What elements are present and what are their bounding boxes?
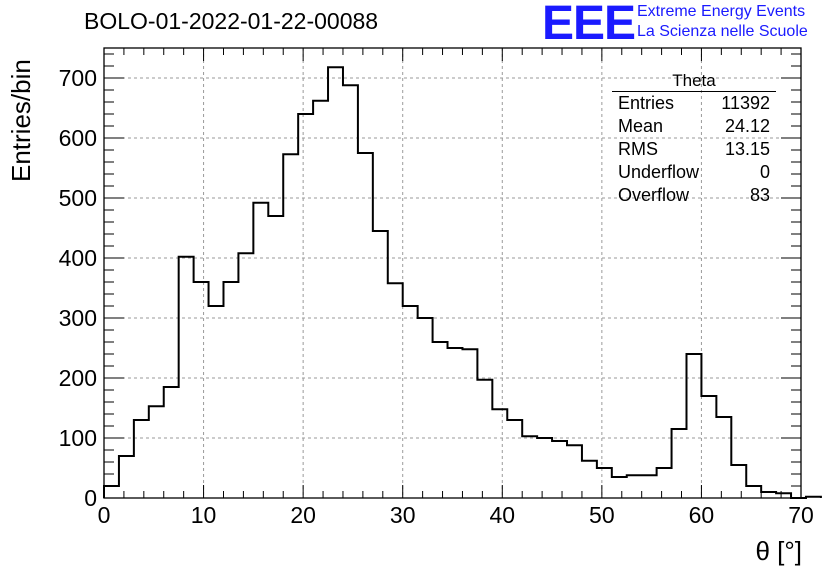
grid	[104, 48, 801, 498]
stats-label: Entries	[618, 93, 675, 113]
stats-row-overflow: Overflow 83	[618, 185, 770, 206]
stats-value: 83	[749, 185, 770, 205]
stats-row-entries: Entries 11392	[618, 93, 770, 114]
y-tick-label: 700	[59, 65, 97, 91]
stats-value: 13.15	[724, 139, 770, 159]
stats-label: Overflow	[618, 185, 690, 205]
logo-caption: Extreme Energy Events La Scienza nelle S…	[637, 2, 808, 42]
stats-row-underflow: Underflow 0	[618, 162, 770, 183]
x-tick-label: 30	[390, 502, 416, 528]
x-tick-label: 60	[689, 502, 715, 528]
stats-label: Underflow	[618, 162, 700, 182]
stats-label: RMS	[618, 139, 658, 159]
plot-frame	[103, 47, 802, 499]
y-tick-label: 600	[59, 125, 97, 151]
y-axis-label: Entries/bin	[6, 59, 36, 182]
y-tick-label: 100	[59, 425, 97, 451]
x-tick-label: 10	[191, 502, 217, 528]
x-tick-label: 0	[98, 502, 111, 528]
stats-value: 11392	[721, 93, 770, 113]
histogram-outline	[103, 66, 822, 499]
x-tick-label: 20	[290, 502, 316, 528]
stats-row-rms: RMS 13.15	[618, 139, 770, 160]
logo-caption-line2: La Scienza nelle Scuole	[637, 23, 808, 40]
y-tick-label: 0	[84, 485, 97, 511]
x-tick-label: 70	[788, 502, 814, 528]
chart-title: BOLO-01-2022-01-22-00088	[84, 8, 379, 34]
logo-caption-line1: Extreme Energy Events	[637, 3, 806, 20]
y-tick-label: 300	[59, 305, 97, 331]
eee-logo: EEE	[542, 0, 636, 50]
stats-value: 24.12	[724, 116, 770, 136]
stats-title: Theta	[672, 71, 716, 90]
stats-label: Mean	[618, 116, 664, 136]
y-tick-label: 200	[59, 365, 97, 391]
y-tick-label: 500	[59, 185, 97, 211]
x-tick-label: 40	[489, 502, 515, 528]
stats-row-mean: Mean 24.12	[618, 116, 770, 137]
stats-divider	[612, 91, 776, 92]
x-axis-label: θ [°]	[755, 536, 802, 566]
stats-value: 0	[759, 162, 770, 182]
y-tick-label: 400	[59, 245, 97, 271]
x-tick-label: 50	[589, 502, 615, 528]
